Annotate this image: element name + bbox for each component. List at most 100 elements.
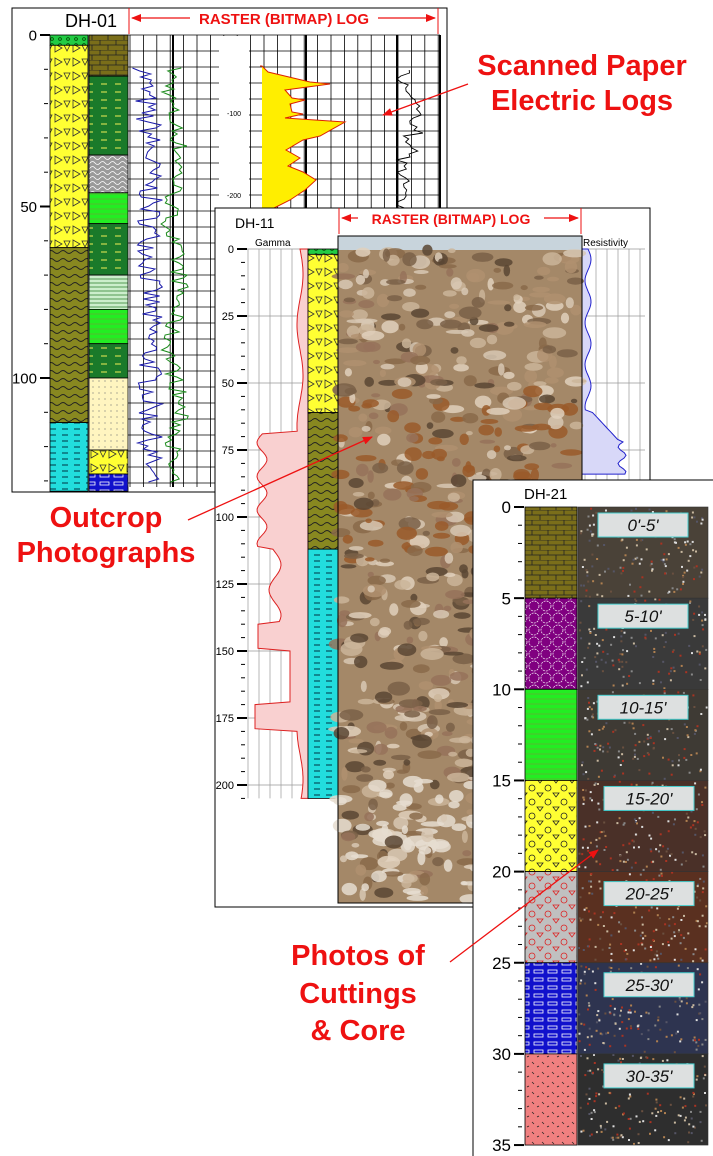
speckle xyxy=(692,953,695,956)
speckle xyxy=(659,868,662,871)
speckle xyxy=(580,1022,583,1025)
speckle xyxy=(611,691,614,694)
rock-fragment xyxy=(550,443,557,448)
speckle xyxy=(659,917,661,919)
speckle xyxy=(596,652,599,655)
speckle xyxy=(663,692,666,695)
speckle xyxy=(630,967,633,970)
speckle xyxy=(657,957,660,960)
speckle xyxy=(671,871,674,874)
speckle xyxy=(643,740,646,743)
speckle xyxy=(622,1112,625,1115)
speckle xyxy=(595,838,598,841)
speckle xyxy=(670,667,673,670)
rock-fragment xyxy=(339,855,348,863)
rock-fragment xyxy=(570,398,578,404)
speckle xyxy=(704,613,706,616)
speckle xyxy=(603,821,606,824)
speckle xyxy=(627,1118,630,1120)
speckle xyxy=(584,825,587,828)
rock-fragment xyxy=(338,338,358,345)
speckle xyxy=(621,665,624,668)
speckle xyxy=(685,726,688,728)
speckle xyxy=(617,1136,620,1139)
speckle xyxy=(652,682,655,685)
speckle xyxy=(609,1004,612,1007)
speckle xyxy=(624,949,627,951)
speckle xyxy=(612,1138,615,1141)
speckle xyxy=(687,1141,690,1144)
rock-fragment xyxy=(368,798,378,811)
speckle xyxy=(671,587,674,590)
speckle xyxy=(681,565,683,568)
speckle xyxy=(659,833,662,836)
speckle xyxy=(630,509,633,512)
speckle xyxy=(640,971,643,974)
speckle xyxy=(694,729,697,732)
dh01-title: DH-01 xyxy=(65,11,117,31)
speckle xyxy=(616,1133,619,1136)
speckle xyxy=(593,783,596,786)
rock-fragment xyxy=(418,681,434,690)
speckle xyxy=(629,1095,632,1098)
speckle xyxy=(586,574,589,577)
speckle xyxy=(579,629,581,632)
speckle xyxy=(582,802,585,805)
speckle xyxy=(579,982,582,985)
speckle xyxy=(685,812,688,815)
rock-fragment xyxy=(563,249,587,258)
speckle xyxy=(624,958,627,961)
lithology-interval-yellow-circles xyxy=(524,780,578,873)
speckle xyxy=(612,730,615,733)
rock-fragment xyxy=(342,785,361,794)
speckle xyxy=(598,837,601,840)
rock-fragment xyxy=(412,617,430,626)
speckle xyxy=(620,1009,622,1012)
lithology-interval-lightgreen-lines xyxy=(88,274,129,310)
lithology-interval-darkgreen-dashes xyxy=(88,75,129,156)
speckle xyxy=(601,948,604,951)
depth-tick-label: 10 xyxy=(492,680,511,699)
speckle xyxy=(581,674,583,677)
rock-fragment xyxy=(396,461,414,475)
speckle xyxy=(619,860,622,863)
lithology-interval-blue-bricks xyxy=(88,473,129,492)
speckle xyxy=(657,670,660,673)
speckle xyxy=(662,932,665,935)
speckle xyxy=(629,1011,632,1014)
rock-fragment xyxy=(466,268,486,283)
speckle xyxy=(578,1040,581,1043)
rock-fragment xyxy=(524,304,544,311)
speckle xyxy=(699,770,702,773)
speckle xyxy=(658,730,660,733)
speckle xyxy=(594,958,597,961)
speckle xyxy=(594,982,597,985)
speckle xyxy=(634,821,637,823)
speckle xyxy=(695,808,698,811)
speckle xyxy=(699,768,702,771)
speckle xyxy=(609,857,612,860)
speckle xyxy=(672,916,675,919)
speckle xyxy=(692,960,695,963)
rock-fragment xyxy=(486,450,497,460)
speckle xyxy=(586,1036,589,1039)
rock-fragment xyxy=(373,359,380,365)
speckle xyxy=(686,569,689,572)
rock-fragment xyxy=(537,266,551,276)
speckle xyxy=(649,1132,651,1135)
speckle xyxy=(687,932,690,935)
speckle xyxy=(673,670,676,673)
rock-fragment xyxy=(363,269,369,279)
speckle xyxy=(667,830,670,833)
speckle xyxy=(626,952,629,955)
dh01-depth-axis: 0 50 100 xyxy=(12,27,50,482)
speckle xyxy=(636,757,639,760)
speckle xyxy=(584,717,587,720)
rock-fragment xyxy=(564,260,578,274)
speckle xyxy=(665,510,668,513)
speckle xyxy=(594,782,597,785)
speckle xyxy=(663,687,666,690)
rock-fragment xyxy=(415,284,427,290)
dh21-title: DH-21 xyxy=(524,486,567,503)
speckle xyxy=(626,682,629,685)
